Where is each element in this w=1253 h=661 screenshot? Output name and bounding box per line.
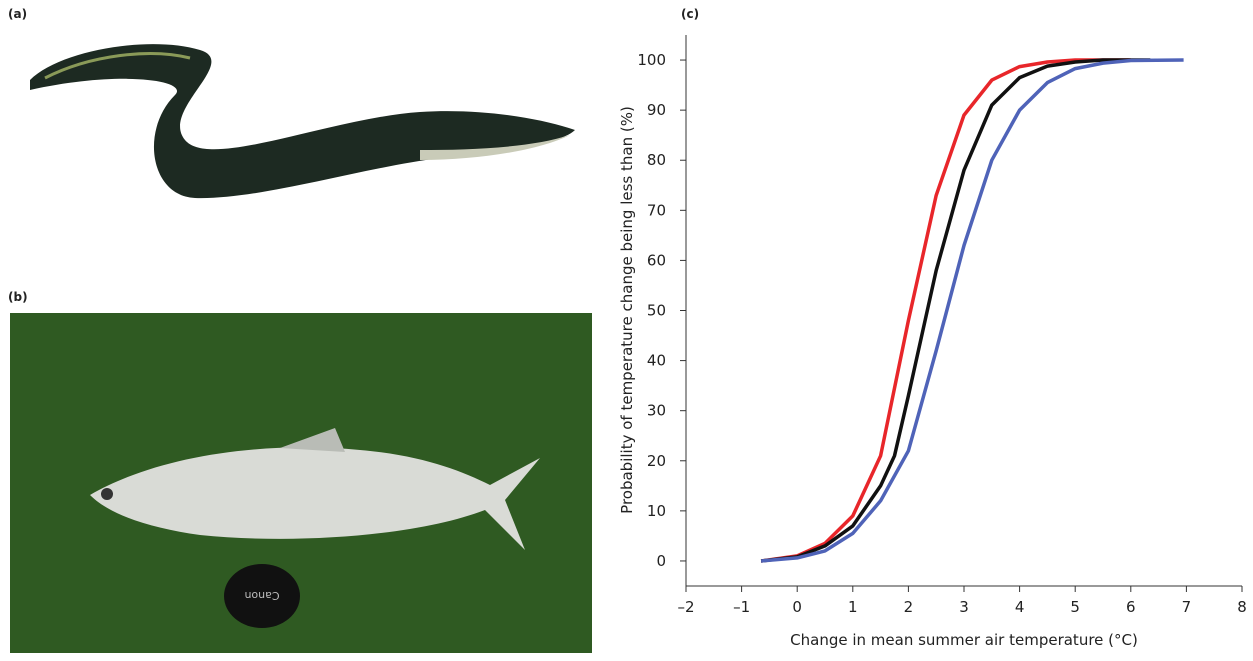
y-tick-label: 20: [647, 452, 666, 470]
y-tick-label: 0: [656, 552, 666, 570]
x-tick-label: 2: [904, 598, 914, 616]
x-tick-label: 0: [792, 598, 802, 616]
y-tick-label: 50: [647, 302, 666, 320]
y-tick-label: 90: [647, 101, 666, 119]
panel-label: (c): [681, 7, 699, 21]
panel-label: (b): [8, 290, 28, 304]
lens-cap-text: Canon: [244, 589, 279, 602]
x-tick-label: 7: [1182, 598, 1192, 616]
fish-eye: [101, 488, 113, 500]
page: {"panels":{"a":"(a)","b":"(b)"}, "photo_…: [0, 0, 1253, 657]
y-tick-label: 80: [647, 151, 666, 169]
y-tick-label: 10: [647, 502, 666, 520]
x-tick-label: 5: [1070, 598, 1080, 616]
fish-photo: Canon: [10, 313, 592, 653]
x-tick-label: 3: [959, 598, 969, 616]
y-tick-label: 40: [647, 352, 666, 370]
x-tick-label: –1: [733, 598, 750, 616]
x-tick-label: 6: [1126, 598, 1136, 616]
y-tick-label: 70: [647, 201, 666, 219]
y-tick-label: 100: [637, 51, 666, 69]
eel-body: [30, 44, 575, 198]
x-tick-label: 4: [1015, 598, 1025, 616]
line-series: [761, 60, 1184, 561]
y-axis-label: Probability of temperature change being …: [618, 106, 636, 514]
x-axis-label: Change in mean summer air temperature (°…: [790, 631, 1138, 649]
panel-label: (a): [8, 7, 27, 21]
x-tick-label: –2: [677, 598, 694, 616]
figure: (a) (b) Canon (c) Change in mean summer …: [0, 0, 1253, 657]
y-tick-label: 30: [647, 402, 666, 420]
y-tick-label: 60: [647, 251, 666, 269]
eel-photo: [30, 44, 575, 198]
x-tick-label: 1: [848, 598, 858, 616]
x-tick-label: 8: [1237, 598, 1247, 616]
